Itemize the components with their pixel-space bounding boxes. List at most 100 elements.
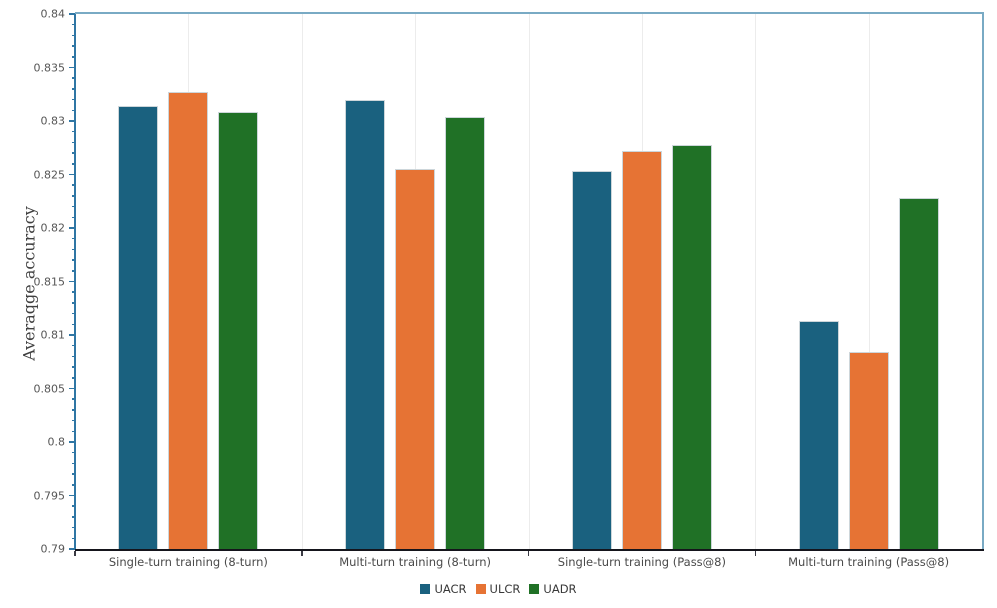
y-tick-label: 0.82 xyxy=(40,221,66,235)
bar-UADR-1 xyxy=(445,116,486,549)
y-tick-label: 0.795 xyxy=(33,489,66,502)
legend-swatch-icon xyxy=(420,584,431,594)
y-minor-tick xyxy=(71,537,75,540)
y-minor-tick xyxy=(71,312,75,315)
gridline xyxy=(868,14,870,549)
y-tick-label: 0.79 xyxy=(40,542,66,556)
gridline xyxy=(528,14,530,549)
y-tick-label: 0.825 xyxy=(33,168,66,181)
x-category-label: Single-turn training (8-turn) xyxy=(108,555,268,569)
legend-label: UADR xyxy=(543,582,577,596)
bar-UADR-0 xyxy=(218,112,259,549)
y-major-tick xyxy=(69,334,75,336)
y-minor-tick xyxy=(71,23,75,26)
y-major-tick xyxy=(69,280,75,283)
x-boundary-tick xyxy=(527,551,530,556)
y-minor-tick xyxy=(71,56,75,58)
y-minor-tick xyxy=(71,98,75,101)
bar-UACR-3 xyxy=(798,321,839,549)
y-minor-tick xyxy=(71,77,75,79)
y-minor-tick xyxy=(71,216,75,219)
y-tick-label: 0.81 xyxy=(40,328,66,342)
y-minor-tick xyxy=(71,205,75,208)
y-minor-tick xyxy=(71,141,75,144)
legend-item-UACR: UACR xyxy=(420,582,467,596)
y-minor-tick xyxy=(71,462,75,465)
y-minor-tick xyxy=(71,526,75,529)
bar-UACR-2 xyxy=(571,171,612,549)
plot-frame-right xyxy=(982,12,984,549)
y-minor-tick xyxy=(71,377,75,379)
y-minor-tick xyxy=(71,184,75,186)
y-minor-tick xyxy=(71,45,75,47)
plot-frame-top xyxy=(75,12,984,14)
bar-ULCR-1 xyxy=(395,169,436,549)
y-minor-tick xyxy=(71,419,75,422)
y-minor-tick xyxy=(71,291,75,293)
y-minor-tick xyxy=(71,130,75,133)
y-minor-tick xyxy=(71,355,75,358)
gridline xyxy=(301,14,303,549)
legend-swatch-icon xyxy=(475,584,486,594)
gridline xyxy=(755,14,757,549)
legend-item-ULCR: ULCR xyxy=(475,582,521,596)
y-minor-tick xyxy=(71,259,75,261)
y-minor-tick xyxy=(71,398,75,400)
x-axis-line xyxy=(75,549,984,551)
y-major-tick xyxy=(69,387,75,390)
y-minor-tick xyxy=(71,516,75,518)
legend-label: UACR xyxy=(434,582,467,596)
bar-ULCR-0 xyxy=(168,92,209,549)
y-minor-tick xyxy=(71,430,75,433)
bar-ULCR-2 xyxy=(621,150,662,549)
x-category-label: Multi-turn training (Pass@8) xyxy=(788,555,950,569)
y-minor-tick xyxy=(71,451,75,454)
bar-UADR-2 xyxy=(671,144,712,549)
y-minor-tick xyxy=(71,473,75,475)
legend: UACR ULCR UADR xyxy=(0,582,997,596)
y-major-tick xyxy=(69,120,75,122)
y-minor-tick xyxy=(71,34,75,37)
y-minor-tick xyxy=(71,270,75,272)
y-major-tick xyxy=(69,441,75,443)
y-tick-label: 0.835 xyxy=(33,61,66,74)
y-minor-tick xyxy=(71,163,75,165)
x-boundary-tick xyxy=(301,551,303,556)
y-minor-tick xyxy=(71,323,75,326)
y-tick-label: 0.83 xyxy=(40,114,66,128)
legend-item-UADR: UADR xyxy=(529,582,577,596)
y-tick-label: 0.815 xyxy=(33,275,66,288)
y-major-tick xyxy=(69,227,75,229)
legend-swatch-icon xyxy=(529,584,540,594)
y-minor-tick xyxy=(71,302,75,304)
x-boundary-tick xyxy=(74,551,76,556)
bar-UACR-0 xyxy=(118,106,159,549)
y-major-tick xyxy=(69,548,75,550)
y-major-tick xyxy=(69,494,75,497)
y-major-tick xyxy=(69,173,75,176)
bar-ULCR-3 xyxy=(848,352,889,549)
y-major-tick xyxy=(69,13,75,15)
legend-label: ULCR xyxy=(489,582,521,596)
y-minor-tick xyxy=(71,248,75,251)
y-minor-tick xyxy=(71,237,75,240)
y-minor-tick xyxy=(71,344,75,347)
y-axis-line xyxy=(74,14,76,549)
x-category-label: Multi-turn training (8-turn) xyxy=(339,555,492,569)
y-minor-tick xyxy=(71,88,75,90)
y-tick-label: 0.8 xyxy=(47,435,66,449)
y-minor-tick xyxy=(71,505,75,507)
y-tick-label: 0.84 xyxy=(40,7,66,21)
y-minor-tick xyxy=(71,366,75,368)
bar-UADR-3 xyxy=(898,198,939,549)
y-major-tick xyxy=(69,66,75,69)
x-boundary-tick xyxy=(754,551,756,556)
y-minor-tick xyxy=(71,195,75,197)
y-minor-tick xyxy=(71,109,75,112)
y-minor-tick xyxy=(71,152,75,154)
bar-UACR-1 xyxy=(345,99,386,549)
y-minor-tick xyxy=(71,409,75,411)
y-tick-label: 0.805 xyxy=(33,382,66,395)
